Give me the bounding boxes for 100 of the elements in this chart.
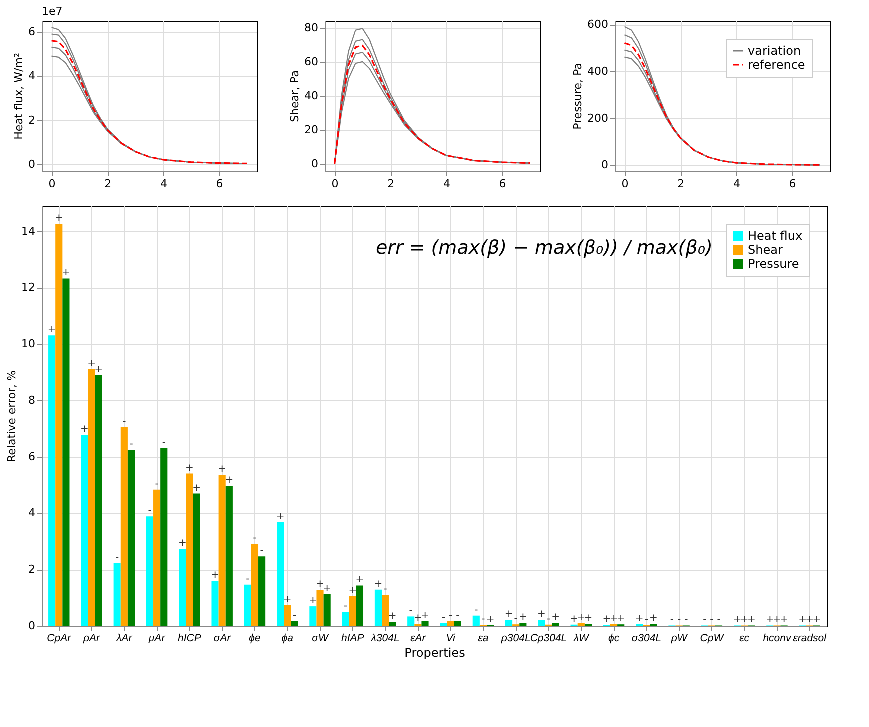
data-label: - xyxy=(260,546,264,557)
y-tick-label: 10 xyxy=(22,338,36,351)
data-label: - xyxy=(474,604,479,616)
data-label: - xyxy=(703,614,708,626)
data-label: - xyxy=(122,416,127,428)
y-tick-label: 4 xyxy=(28,70,36,83)
data-label: + xyxy=(570,614,579,625)
data-label: + xyxy=(80,424,89,436)
y-tick-label: 14 xyxy=(22,224,36,238)
x-tick-label: ρAr xyxy=(82,632,101,644)
y-tick-label: 6 xyxy=(28,26,36,39)
data-label: - xyxy=(482,614,486,626)
data-label: + xyxy=(486,614,495,626)
y-tick-label: 2 xyxy=(28,114,36,127)
annotation: err = (max(β) − max(β₀)) / max(β₀) xyxy=(376,237,713,259)
data-label: + xyxy=(388,611,397,622)
x-tick-label: ϕe xyxy=(249,632,261,644)
data-label: + xyxy=(812,614,822,626)
data-label: + xyxy=(414,613,422,624)
legend-label: variation xyxy=(748,44,802,58)
x-tick-label: λ304L xyxy=(370,632,400,644)
data-label: - xyxy=(253,532,258,544)
data-label: + xyxy=(537,609,546,620)
data-label: + xyxy=(225,475,234,486)
data-label: + xyxy=(806,614,814,626)
x-tick-label: hICP xyxy=(178,632,202,644)
data-label: - xyxy=(546,614,551,625)
data-label: + xyxy=(421,610,430,622)
data-label: - xyxy=(344,601,348,612)
text: 1e7 xyxy=(42,5,63,18)
data-label: - xyxy=(514,614,518,625)
x-tick-label: 2 xyxy=(104,178,112,190)
x-tick-label: 4 xyxy=(733,178,740,190)
data-label: - xyxy=(710,614,714,626)
x-tick-label: 4 xyxy=(160,178,168,190)
data-label: + xyxy=(308,596,318,607)
y-tick-label: 80 xyxy=(304,21,318,34)
data-label: - xyxy=(442,612,446,624)
y-axis-title: Relative error, % xyxy=(6,370,19,462)
y-axis-title: Shear, Pa xyxy=(288,70,302,122)
x-tick-label: 4 xyxy=(443,178,450,190)
y-tick-label: 2 xyxy=(28,563,36,576)
data-label: - xyxy=(130,439,134,450)
data-label: - xyxy=(116,552,120,564)
x-tick-label: hIAP xyxy=(342,632,364,644)
data-label: + xyxy=(374,578,383,590)
legend-label: reference xyxy=(748,58,806,72)
data-label: - xyxy=(384,584,388,595)
data-label: + xyxy=(348,585,358,596)
data-label: - xyxy=(409,606,414,617)
data-label: + xyxy=(733,614,742,626)
data-label: + xyxy=(584,613,593,624)
data-label: + xyxy=(616,614,626,625)
x-tick-label: 6 xyxy=(216,178,224,190)
x-tick-label: σW xyxy=(312,632,330,644)
x-tick-label: εc xyxy=(740,632,750,644)
data-label: + xyxy=(54,213,64,224)
data-label: + xyxy=(740,614,749,626)
data-label: + xyxy=(798,614,807,626)
y-tick-label: 60 xyxy=(304,55,318,68)
data-label: + xyxy=(283,594,292,606)
x-tick-label: εa xyxy=(478,632,489,644)
data-label: - xyxy=(684,614,689,626)
data-label: + xyxy=(518,612,528,624)
data-label: + xyxy=(62,268,70,279)
data-label: - xyxy=(670,614,674,626)
x-tick-label: 2 xyxy=(678,178,685,190)
y-tick-label: 40 xyxy=(304,90,318,102)
y-tick-label: 400 xyxy=(588,64,608,78)
data-label: - xyxy=(246,574,250,585)
y-tick-label: 20 xyxy=(304,124,318,137)
data-label: + xyxy=(747,614,756,626)
y-tick-label: 0 xyxy=(28,158,36,171)
x-tick-label: 6 xyxy=(789,178,796,190)
x-tick-label: εradsol xyxy=(793,632,828,644)
data-label: - xyxy=(292,610,297,622)
x-tick-label: σ304L xyxy=(632,632,662,644)
data-label: + xyxy=(602,614,612,626)
data-label: - xyxy=(717,614,722,626)
data-label: + xyxy=(218,464,227,476)
data-label: + xyxy=(94,364,104,376)
data-label: + xyxy=(610,613,618,624)
x-tick-label: σAr xyxy=(214,632,232,644)
x-tick-label: 0 xyxy=(48,178,56,190)
x-tick-label: CpAr xyxy=(47,632,72,644)
x-tick-label: CpW xyxy=(700,632,725,644)
y-tick-label: 12 xyxy=(22,281,36,294)
legend-label: Heat flux xyxy=(748,229,803,243)
data-label: + xyxy=(178,538,187,550)
data-label: + xyxy=(635,613,644,624)
data-label: + xyxy=(577,612,586,624)
y-axis-title: Pressure, Pa xyxy=(572,63,585,130)
data-label: + xyxy=(186,462,194,474)
x-tick-label: hconv xyxy=(763,632,792,644)
data-label: - xyxy=(148,506,152,517)
data-label: + xyxy=(276,512,285,523)
y-tick-label: 6 xyxy=(28,450,36,464)
data-label: - xyxy=(678,614,682,626)
y-tick-label: 4 xyxy=(28,506,36,520)
data-label: - xyxy=(155,478,160,490)
